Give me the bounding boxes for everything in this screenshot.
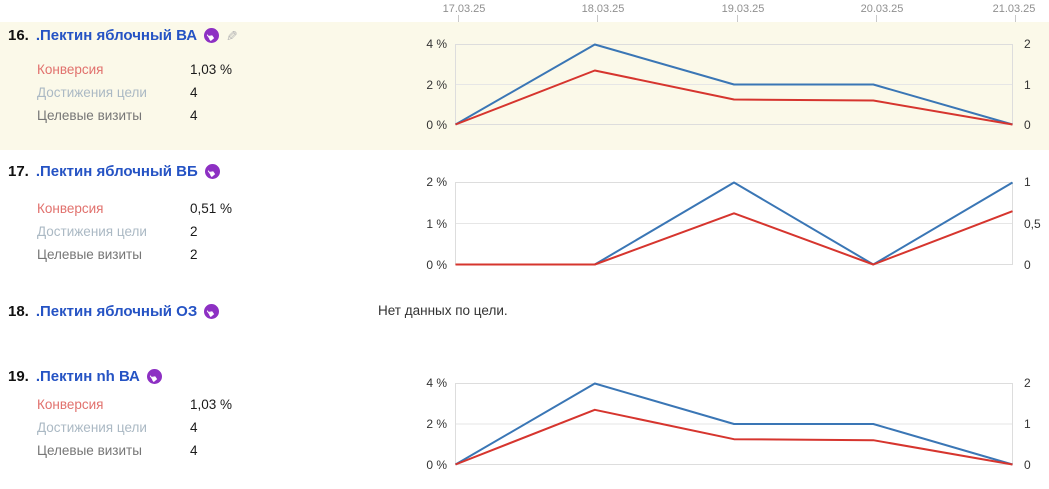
goal-number: 19. xyxy=(8,368,29,385)
metric-value-goal-reaches: 4 xyxy=(190,85,198,100)
hand-glyph: ☛ xyxy=(204,304,219,319)
metric-conversion: Конверсия 1,03 % xyxy=(37,58,232,81)
axis-tick-label: 1 xyxy=(1024,417,1031,431)
axis-tick-label: 1 xyxy=(1024,175,1031,189)
goal-row-header: 18. .Пектин яблочный ОЗ ☛ xyxy=(8,303,220,320)
line-chart-svg xyxy=(455,181,1014,266)
metric-value-goal-reaches: 2 xyxy=(190,224,198,239)
goal-trend-chart: 4 % 2 % 0 % 2 1 0 xyxy=(426,37,1030,132)
hand-glyph: ☛ xyxy=(146,369,162,384)
axis-tick-label: 2 xyxy=(1024,37,1031,51)
metric-goal-reaches: Достижения цели 2 xyxy=(37,220,232,243)
goal-number: 16. xyxy=(8,27,29,44)
metric-value-target-visits: 2 xyxy=(190,247,198,262)
metric-value-goal-reaches: 4 xyxy=(190,420,198,435)
axis-tick-label: 2 % xyxy=(426,417,447,431)
goal-number: 17. xyxy=(8,163,29,180)
goal-title-link[interactable]: .Пектин яблочный ВА xyxy=(35,27,198,44)
goal-number: 18. xyxy=(8,303,29,320)
metrics-list: Конверсия 0,51 % Достижения цели 2 Целев… xyxy=(37,197,232,266)
axis-tick-label: 0,5 xyxy=(1024,216,1041,231)
axis-tick-label: 4 % xyxy=(426,376,447,390)
axis-tick-label: 4 % xyxy=(426,37,447,51)
metric-label-goal-reaches[interactable]: Достижения цели xyxy=(37,420,147,435)
goal-title-link[interactable]: .Пектин яблочный ОЗ xyxy=(35,303,198,320)
goal-title-link[interactable]: .Пектин nh ВА xyxy=(35,368,140,385)
axis-tick xyxy=(876,15,877,22)
goal-trend-chart: 4 % 2 % 0 % 2 1 0 xyxy=(426,376,1030,472)
axis-tick-label: 0 xyxy=(1024,258,1031,272)
metric-value-conversion: 0,51 % xyxy=(190,201,233,216)
metric-target-visits: Целевые визиты 2 xyxy=(37,243,232,266)
hand-glyph: ☛ xyxy=(204,28,219,43)
goal-hand-icon: ☛ xyxy=(146,369,162,384)
goal-row-header: 17. .Пектин яблочный ВБ ☛ xyxy=(8,163,220,180)
axis-tick-label: 0 % xyxy=(426,458,447,472)
metric-target-visits: Целевые визиты 4 xyxy=(37,104,232,127)
metric-label-conversion[interactable]: Конверсия xyxy=(37,201,104,216)
goal-row-header: 16. .Пектин яблочный ВА ☛ ✎ xyxy=(8,27,238,44)
metric-goal-reaches: Достижения цели 4 xyxy=(37,416,232,439)
metric-value-conversion: 1,03 % xyxy=(190,397,233,412)
metric-label-goal-reaches[interactable]: Достижения цели xyxy=(37,224,147,239)
hand-glyph: ☛ xyxy=(204,164,219,179)
date-label: 17.03.25 xyxy=(442,3,486,15)
metric-conversion: Конверсия 0,51 % xyxy=(37,197,232,220)
metric-value-conversion: 1,03 % xyxy=(190,62,233,77)
metric-value-target-visits: 4 xyxy=(190,108,198,123)
edit-pencil-icon[interactable]: ✎ xyxy=(226,27,238,44)
metric-label-target-visits[interactable]: Целевые визиты xyxy=(37,108,142,123)
axis-tick xyxy=(458,15,459,22)
line-chart-svg xyxy=(455,43,1013,126)
metric-target-visits: Целевые визиты 4 xyxy=(37,439,232,462)
line-chart-svg xyxy=(454,382,1013,466)
metric-label-goal-reaches[interactable]: Достижения цели xyxy=(37,85,147,100)
metric-label-target-visits[interactable]: Целевые визиты xyxy=(37,247,142,262)
axis-tick-label: 0 % xyxy=(426,258,447,272)
axis-tick-label: 1 % xyxy=(426,216,447,231)
axis-tick-label: 2 xyxy=(1024,376,1031,390)
axis-tick xyxy=(597,15,598,22)
metric-goal-reaches: Достижения цели 4 xyxy=(37,81,232,104)
metric-label-target-visits[interactable]: Целевые визиты xyxy=(37,443,142,458)
goal-trend-chart: 2 % 1 % 0 % 1 0,5 0 xyxy=(426,175,1040,272)
metric-label-conversion[interactable]: Конверсия xyxy=(37,397,104,412)
axis-tick xyxy=(737,15,738,22)
metric-conversion: Конверсия 1,03 % xyxy=(37,393,232,416)
goal-row-header: 19. .Пектин nh ВА ☛ xyxy=(8,368,162,385)
axis-tick-label: 2 % xyxy=(426,77,447,92)
date-label: 18.03.25 xyxy=(581,3,625,15)
metrics-list: Конверсия 1,03 % Достижения цели 4 Целев… xyxy=(37,393,232,462)
goal-title-link[interactable]: .Пектин яблочный ВБ xyxy=(35,163,198,180)
axis-tick-label: 0 % xyxy=(426,118,447,132)
date-label: 20.03.25 xyxy=(860,3,904,15)
goal-hand-icon: ☛ xyxy=(204,164,220,179)
goal-row-19: 19. .Пектин nh ВА ☛ Конверсия 1,03 % Дос… xyxy=(0,355,1049,489)
no-data-message: Нет данных по цели. xyxy=(378,303,508,318)
axis-tick xyxy=(1015,15,1016,22)
goal-row-16: 16. .Пектин яблочный ВА ☛ ✎ Конверсия 1,… xyxy=(0,22,1049,150)
date-label: 19.03.25 xyxy=(721,3,765,15)
axis-tick-label: 1 xyxy=(1024,77,1031,92)
goal-row-18: 18. .Пектин яблочный ОЗ ☛ Нет данных по … xyxy=(0,290,1049,355)
date-label: 21.03.25 xyxy=(992,3,1036,15)
metrics-list: Конверсия 1,03 % Достижения цели 4 Целев… xyxy=(37,58,232,127)
metric-value-target-visits: 4 xyxy=(190,443,198,458)
axis-tick-label: 0 xyxy=(1024,458,1031,472)
goal-hand-icon: ☛ xyxy=(204,304,220,319)
goal-row-17: 17. .Пектин яблочный ВБ ☛ Конверсия 0,51… xyxy=(0,150,1049,290)
metric-label-conversion[interactable]: Конверсия xyxy=(37,62,104,77)
goal-hand-icon: ☛ xyxy=(204,28,220,43)
axis-tick-label: 0 xyxy=(1024,118,1031,132)
date-axis: 17.03.25 18.03.25 19.03.25 20.03.25 21.0… xyxy=(0,0,1049,23)
axis-tick-label: 2 % xyxy=(426,175,447,189)
